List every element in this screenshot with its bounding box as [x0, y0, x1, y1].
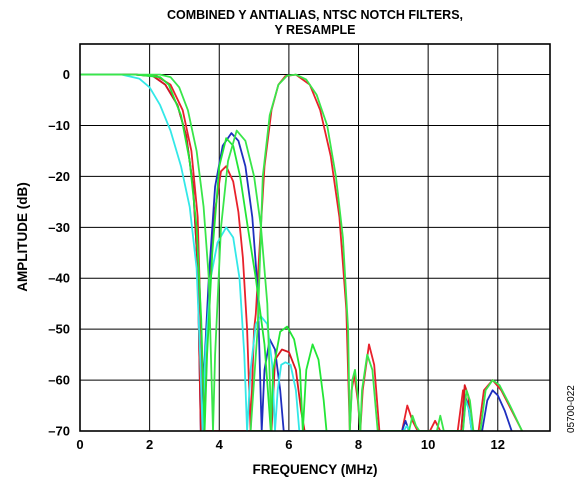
x-tick-label: 2: [146, 437, 153, 452]
x-tick-labels: 0 2 4 6 8 10 12: [76, 437, 505, 452]
chart-title: COMBINED Y ANTIALIAS, NTSC NOTCH FILTERS…: [167, 8, 463, 37]
chart-title-line-2: Y RESAMPLE: [274, 23, 355, 37]
grid-lines: [80, 44, 550, 431]
y-tick-label: –60: [48, 373, 70, 388]
x-tick-label: 0: [76, 437, 83, 452]
y-tick-label: 0: [63, 67, 70, 82]
y-tick-label: –30: [48, 220, 70, 235]
x-tick-label: 4: [216, 437, 224, 452]
y-axis-label: AMPLITUDE (dB): [15, 182, 30, 291]
y-tick-labels: 0 –10 –20 –30 –40 –50 –60 –70: [48, 67, 70, 438]
y-tick-label: –70: [48, 424, 70, 439]
plot-frame: [79, 43, 551, 432]
x-axis-label: FREQUENCY (MHz): [252, 462, 377, 477]
series-line-6: [80, 73, 523, 431]
figure-id: 05700-022: [566, 385, 577, 433]
x-tick-label: 8: [355, 437, 362, 452]
y-tick-label: –50: [48, 322, 70, 337]
plot-area: [80, 44, 550, 431]
chart-title-line-1: COMBINED Y ANTIALIAS, NTSC NOTCH FILTERS…: [167, 8, 463, 22]
series-line-5: [80, 73, 328, 431]
series-layer: [80, 73, 523, 431]
y-tick-label: –10: [48, 118, 70, 133]
y-tick-label: –20: [48, 169, 70, 184]
x-tick-label: 6: [285, 437, 292, 452]
y-tick-label: –40: [48, 271, 70, 286]
x-tick-label: 10: [421, 437, 435, 452]
x-tick-label: 12: [491, 437, 505, 452]
series-line-4: [80, 73, 473, 431]
